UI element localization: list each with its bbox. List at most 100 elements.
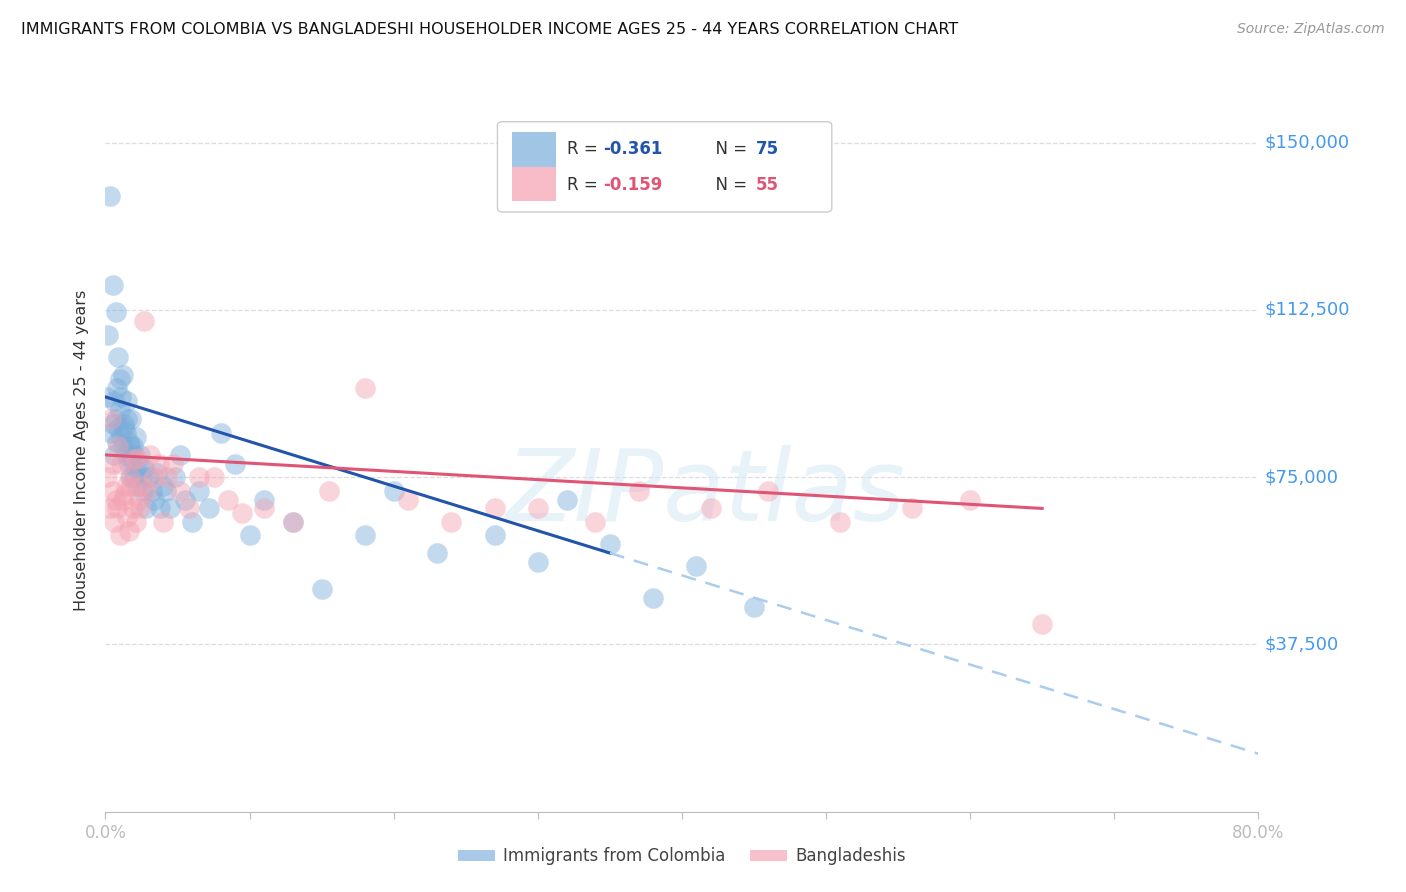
Point	[136, 483, 159, 498]
Text: ZIPatlas: ZIPatlas	[505, 445, 905, 542]
Point	[599, 537, 621, 551]
Point	[177, 501, 200, 516]
Point	[318, 483, 340, 498]
Point	[107, 421, 129, 435]
Point	[98, 501, 121, 516]
Point	[104, 492, 127, 507]
Point	[526, 501, 548, 516]
Text: -0.159: -0.159	[603, 177, 662, 194]
Point	[231, 506, 253, 520]
Point	[105, 501, 128, 516]
Point	[217, 492, 239, 507]
Point	[127, 479, 149, 493]
Point	[239, 528, 262, 542]
Point	[143, 470, 166, 484]
Point	[281, 515, 304, 529]
Point	[117, 434, 139, 449]
Point	[112, 421, 135, 435]
Point	[198, 501, 221, 516]
Bar	[512, 167, 557, 202]
Point	[173, 492, 195, 507]
Legend: Immigrants from Colombia, Bangladeshis: Immigrants from Colombia, Bangladeshis	[451, 840, 912, 872]
Point	[354, 381, 377, 395]
Text: 55: 55	[755, 177, 779, 194]
Point	[115, 510, 138, 524]
Point	[169, 448, 191, 462]
Point	[105, 381, 128, 395]
Point	[127, 452, 149, 467]
Point	[101, 417, 124, 431]
Point	[484, 501, 506, 516]
Point	[108, 372, 131, 386]
Point	[627, 483, 650, 498]
Point	[555, 492, 578, 507]
Point	[188, 483, 211, 498]
Point	[148, 457, 170, 471]
Bar	[512, 132, 557, 167]
Point	[149, 501, 172, 516]
Point	[110, 430, 132, 444]
Point	[141, 483, 163, 498]
Point	[125, 515, 148, 529]
Point	[155, 483, 177, 498]
Point	[129, 501, 152, 516]
Point	[354, 528, 377, 542]
Point	[484, 528, 506, 542]
Point	[311, 582, 333, 596]
Point	[117, 524, 139, 538]
Point	[382, 483, 405, 498]
Point	[98, 189, 121, 203]
Point	[224, 457, 246, 471]
Point	[756, 483, 779, 498]
Point	[114, 448, 136, 462]
Text: $75,000: $75,000	[1264, 468, 1339, 486]
Text: R =: R =	[567, 140, 603, 158]
Point	[138, 470, 160, 484]
Point	[108, 528, 131, 542]
Point	[96, 470, 118, 484]
Point	[103, 448, 125, 462]
Point	[1031, 617, 1053, 632]
Point	[139, 448, 162, 462]
Point	[131, 479, 153, 493]
Point	[101, 278, 124, 293]
Point	[112, 417, 135, 431]
Point	[129, 448, 152, 462]
Point	[96, 390, 118, 404]
Point	[146, 466, 169, 480]
Point	[426, 546, 449, 560]
Point	[901, 501, 924, 516]
Point	[281, 515, 304, 529]
Point	[104, 412, 127, 426]
Point	[115, 394, 138, 409]
Point	[110, 457, 132, 471]
Point	[103, 515, 125, 529]
Text: 75: 75	[755, 140, 779, 158]
Y-axis label: Householder Income Ages 25 - 44 years: Householder Income Ages 25 - 44 years	[75, 290, 90, 611]
Text: Source: ZipAtlas.com: Source: ZipAtlas.com	[1237, 22, 1385, 37]
Text: N =: N =	[704, 140, 752, 158]
Point	[114, 479, 136, 493]
Point	[180, 515, 202, 529]
Point	[103, 394, 125, 409]
Point	[108, 403, 131, 417]
Point	[396, 492, 419, 507]
Point	[105, 434, 128, 449]
Point	[120, 412, 142, 426]
Point	[830, 515, 852, 529]
Point	[135, 501, 157, 516]
Text: R =: R =	[567, 177, 603, 194]
Point	[111, 368, 134, 382]
Point	[152, 515, 174, 529]
Point	[959, 492, 981, 507]
Text: $150,000: $150,000	[1264, 134, 1350, 152]
Point	[124, 452, 146, 467]
Point	[585, 515, 607, 529]
Point	[101, 483, 124, 498]
Point	[163, 470, 186, 484]
Point	[134, 314, 156, 328]
Point	[100, 412, 122, 426]
Point	[152, 479, 174, 493]
Point	[162, 457, 184, 471]
Text: $37,500: $37,500	[1264, 635, 1339, 654]
